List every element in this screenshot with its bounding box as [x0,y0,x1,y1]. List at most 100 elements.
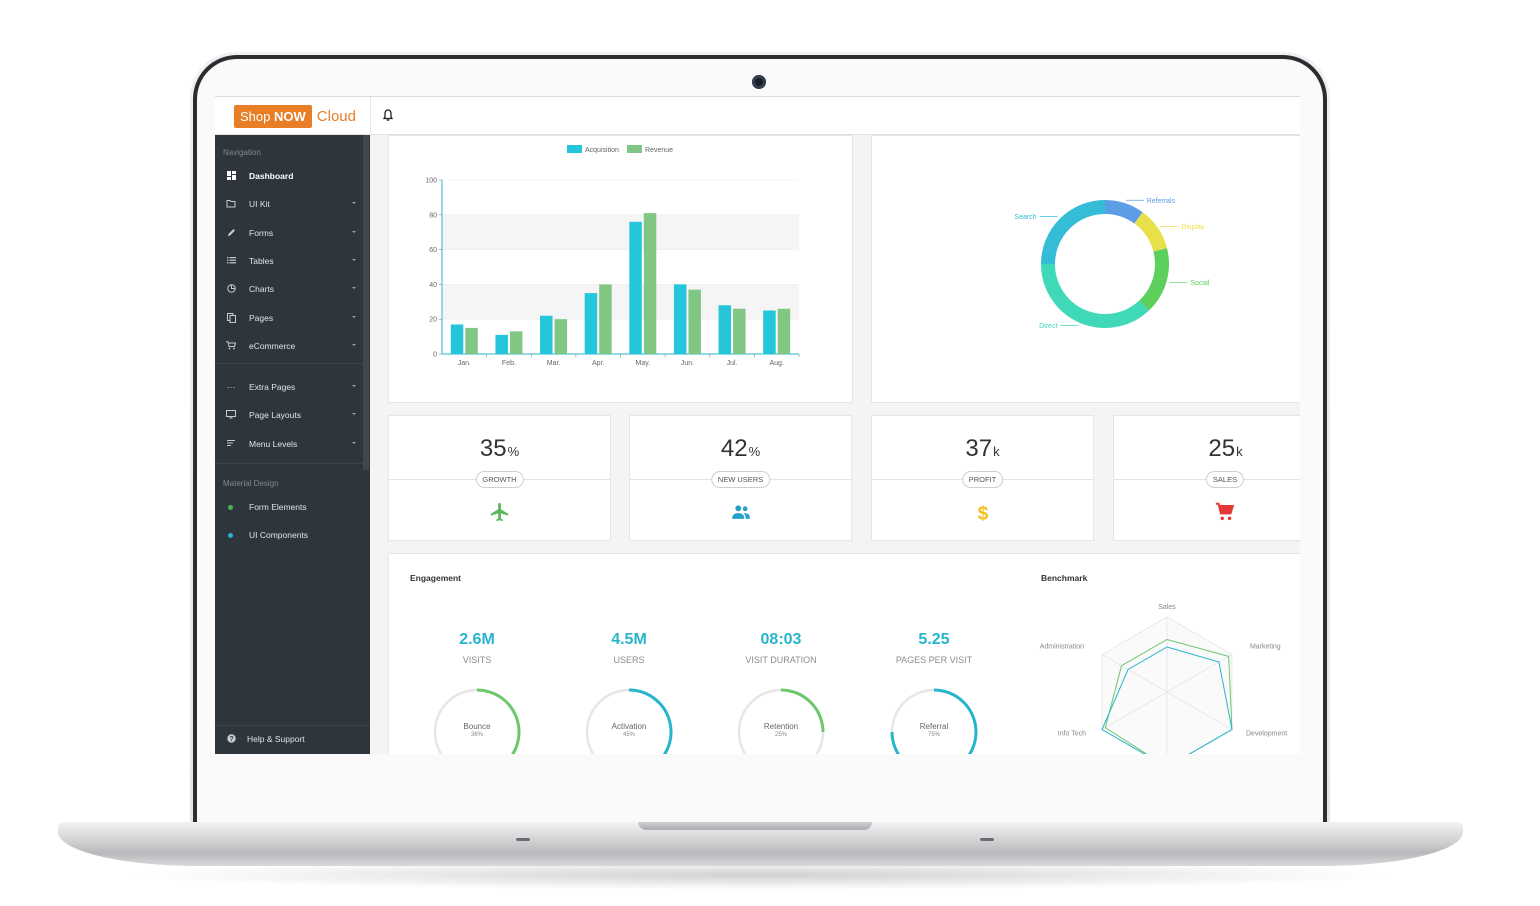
bar-revenue [554,319,568,354]
stat-label: GROWTH [475,471,524,488]
sidebar-item-ui-kit[interactable]: UI Kit [215,194,365,214]
donut-slice [1134,212,1167,252]
chevron-down-icon [352,287,356,289]
sidebar-item-pages[interactable]: Pages [215,308,365,328]
bar-revenue [643,213,657,354]
bar-acquisition [495,334,508,354]
metric-value: 5.25 [918,631,950,648]
gauge-label: Activation [611,722,647,731]
grid-band [442,214,799,250]
sidebar-item-form-elements[interactable]: Form Elements [215,497,365,517]
sidebar-item-menu-levels[interactable]: Menu Levels [215,434,365,454]
sidebar-item-dashboard[interactable]: Dashboard [215,166,365,186]
donut-label: Referrals [1147,198,1176,205]
brand-cloud: Cloud [316,107,356,125]
chevron-down-icon [352,344,356,346]
brand-now: NOW [274,108,306,124]
x-tick-label: Feb. [502,360,516,367]
bar-acquisition [673,284,687,354]
gauge-arc [890,688,978,754]
x-tick-label: Mar. [547,360,561,367]
pencil-icon [226,228,236,238]
bar-revenue [509,331,523,354]
bar-revenue [599,284,612,354]
y-tick-label: 0 [433,352,437,359]
sidebar-item-ui-components[interactable]: UI Components [215,525,365,545]
sidebar-scrollbar[interactable] [363,135,369,470]
copy-icon [226,313,236,323]
monitor-icon [226,410,236,420]
x-tick-label: Jul. [727,360,738,367]
metric-label: PAGES PER VISIT [895,655,973,665]
gauge-ring [737,688,825,754]
gauge-referral: Referral 75% [888,686,980,754]
y-tick-label: 60 [429,247,437,254]
cyan-dot-icon [228,532,233,538]
metric-label: VISIT DURATION [745,655,817,665]
cart-icon [1215,502,1235,521]
donut-chart-panel: Referrals Display Social Direct Search [871,135,1300,403]
gauge-retention: Retention 25% [735,686,827,754]
gauge-percent: 25% [774,732,787,738]
help-support-link[interactable]: ? Help & Support [215,725,370,754]
bar-revenue [733,308,746,354]
bar-revenue [688,289,701,354]
y-tick-label: 40 [429,282,437,289]
donut-chart: Referrals Display Social Direct Search [1014,198,1210,330]
folder-icon [226,199,236,209]
x-tick-label: Jun. [681,360,694,367]
brand-logo[interactable]: Shop NOW Cloud [215,97,371,135]
sidebar-item-forms[interactable]: Forms [215,223,365,243]
stat-card-profit: 37k PROFIT $ [871,415,1094,541]
bar-revenue [777,308,791,354]
menu-icon [226,439,236,449]
stat-label: NEW USERS [710,471,771,488]
help-icon: ? [226,734,236,744]
radar-spoke [1166,691,1233,730]
sidebar-item-extra-pages[interactable]: ··· Extra Pages [215,377,365,397]
sidebar-item-tables[interactable]: Tables [215,251,365,271]
bar-acquisition [629,221,642,354]
radar-axis-label: Development [1246,731,1287,738]
legend-label: Acquisition [585,147,619,154]
bar-acquisition [584,293,598,354]
chevron-down-icon [352,231,356,233]
laptop-notch [638,822,872,830]
gauge-ring [585,688,673,754]
gauge-percent: 75% [927,732,940,738]
radar-series-line [1104,638,1233,754]
legend-label: Revenue [645,147,673,154]
bar-acquisition [763,310,776,354]
gauge-arc [780,688,825,733]
gauge-percent: 45% [622,732,635,738]
stat-card-sales: 25k SALES [1113,415,1300,541]
sidebar-item-page-layouts[interactable]: Page Layouts [215,405,365,425]
donut-label: Search [1014,214,1036,221]
donut-label: Direct [1039,323,1057,330]
bar-revenue [465,327,478,354]
bell-icon[interactable] [381,108,395,122]
x-tick-label: May. [635,360,650,367]
dollar-icon: $ [977,503,988,523]
engagement-title: Engagement [410,573,462,583]
sidebar-item-charts[interactable]: Charts [215,279,365,299]
radar-axis-label: Info Tech [1058,731,1086,738]
stat-label: PROFIT [961,471,1004,488]
x-tick-label: Aug. [769,360,783,367]
material-header: Material Design [223,479,279,488]
sidebar-item-ecommerce[interactable]: eCommerce [215,336,365,356]
stat-unit: k [1236,444,1243,459]
dots-icon: ··· [226,382,236,392]
gauge-ring [433,688,521,754]
donut-label: Social [1190,280,1210,287]
chevron-down-icon [352,316,356,318]
bar-acquisition [450,324,464,354]
stat-unit: k [993,444,1000,459]
airplane-icon [490,502,508,522]
chevron-down-icon [352,442,356,444]
legend-swatch [567,145,582,153]
stat-unit: % [748,444,761,459]
metric-value: 08:03 [760,631,802,648]
svg-text:$: $ [977,503,988,523]
